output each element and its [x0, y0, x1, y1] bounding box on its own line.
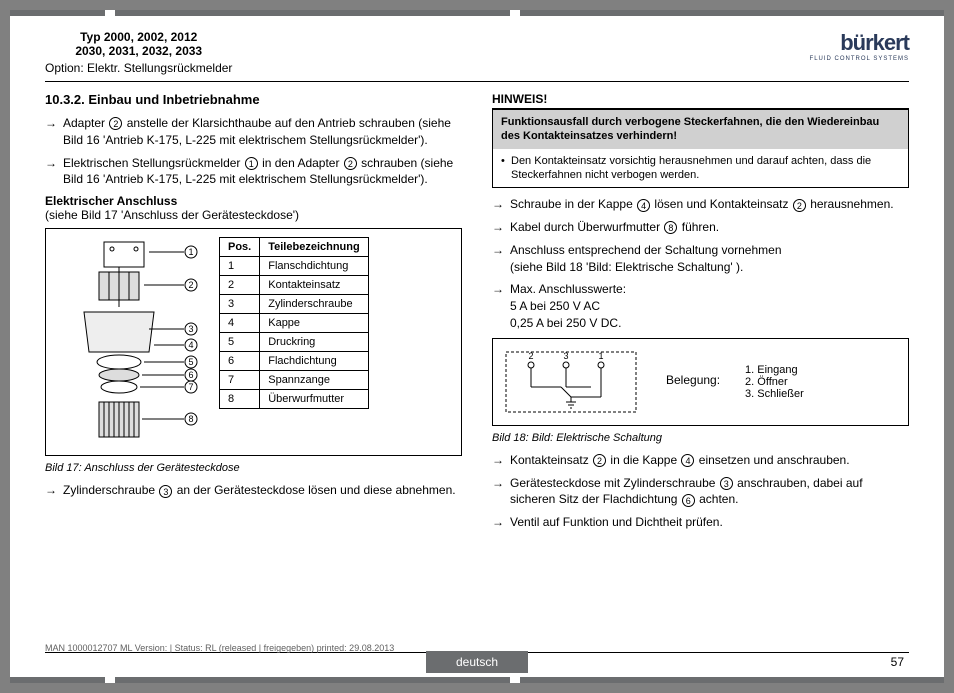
belegung-items: 1. Eingang 2. Öffner 3. Schließer — [745, 364, 804, 400]
item-text: Schraube in der Kappe 4 lösen und Kontak… — [510, 196, 909, 213]
arrow-icon: → — [492, 219, 504, 236]
bottom-edge-decoration — [10, 677, 944, 683]
arrow-icon: → — [492, 514, 504, 531]
item-text: Anschluss entsprechend der Schaltung vor… — [510, 242, 909, 276]
list-item: → Elektrischen Stellungsrückmelder 1 in … — [45, 155, 462, 189]
table-row: 4Kappe — [220, 314, 369, 333]
svg-text:2: 2 — [188, 280, 193, 290]
item-text: Elektrischen Stellungsrückmelder 1 in de… — [63, 155, 462, 189]
list-item: → Ventil auf Funktion und Dichtheit prüf… — [492, 514, 909, 531]
table-header: Pos. — [220, 238, 260, 257]
svg-text:2: 2 — [528, 351, 533, 361]
page: Typ 2000, 2002, 2012 2030, 2031, 2032, 2… — [10, 10, 944, 683]
subheading: Elektrischer Anschluss — [45, 194, 462, 208]
hinweis-box: Funktionsausfall durch verbogene Stecker… — [492, 109, 909, 188]
arrow-icon: → — [492, 452, 504, 469]
item-text: Adapter 2 anstelle der Klarsichthaube au… — [63, 115, 462, 149]
section-heading: 10.3.2. Einbau und Inbetriebnahme — [45, 92, 462, 107]
svg-text:6: 6 — [188, 370, 193, 380]
footer-bar: deutsch — [10, 651, 944, 673]
table-row: 3Zylinderschraube — [220, 295, 369, 314]
page-header: Typ 2000, 2002, 2012 2030, 2031, 2032, 2… — [45, 30, 909, 82]
item-text: Zylinderschraube 3 an der Gerätesteckdos… — [63, 482, 462, 499]
svg-text:5: 5 — [188, 357, 193, 367]
item-text: Kabel durch Überwurfmutter 8 führen. — [510, 219, 909, 236]
svg-text:3: 3 — [188, 324, 193, 334]
svg-text:3: 3 — [563, 351, 568, 361]
logo-text: bürkert — [810, 30, 909, 56]
svg-text:7: 7 — [188, 382, 193, 392]
svg-text:1: 1 — [598, 351, 603, 361]
arrow-icon: → — [45, 482, 57, 499]
item-text: Kontakteinsatz 2 in die Kappe 4 einsetze… — [510, 452, 909, 469]
item-text: Gerätesteckdose mit Zylinderschraube 3 a… — [510, 475, 909, 509]
arrow-icon: → — [492, 281, 504, 331]
language-badge: deutsch — [426, 651, 528, 673]
list-item: → Kontakteinsatz 2 in die Kappe 4 einset… — [492, 452, 909, 469]
arrow-icon: → — [45, 155, 57, 189]
header-subtitle: Option: Elektr. Stellungsrückmelder — [45, 61, 232, 75]
arrow-icon: → — [492, 242, 504, 276]
table-header: Teilebezeichnung — [260, 238, 368, 257]
arrow-icon: → — [492, 475, 504, 509]
belegung-legend: Belegung: — [666, 373, 720, 391]
table-row: 2Kontakteinsatz — [220, 276, 369, 295]
list-item: → Zylinderschraube 3 an der Gerätesteckd… — [45, 482, 462, 499]
arrow-icon: → — [45, 115, 57, 149]
figure-18-box: 2 3 1 — [492, 338, 909, 426]
subheading-note: (siehe Bild 17 'Anschluss der Gerätestec… — [45, 208, 462, 222]
svg-text:4: 4 — [188, 340, 193, 350]
header-title-line2: 2030, 2031, 2032, 2033 — [45, 44, 232, 58]
figure-17-box: 1 2 3 4 5 6 7 8 Pos.Teilebezeichnung 1Fl… — [45, 228, 462, 456]
table-row: 5Druckring — [220, 333, 369, 352]
list-item: → Max. Anschlusswerte:5 A bei 250 V AC0,… — [492, 281, 909, 331]
svg-text:1: 1 — [188, 247, 193, 257]
content-columns: 10.3.2. Einbau und Inbetriebnahme → Adap… — [45, 92, 909, 537]
parts-table: Pos.Teilebezeichnung 1Flanschdichtung 2K… — [219, 237, 369, 409]
list-item: → Gerätesteckdose mit Zylinderschraube 3… — [492, 475, 909, 509]
figure-caption: Bild 18: Bild: Elektrische Schaltung — [492, 432, 909, 444]
page-number: 57 — [891, 655, 904, 669]
hinweis-warning: Funktionsausfall durch verbogene Stecker… — [493, 110, 908, 149]
table-row: 7Spannzange — [220, 371, 369, 390]
svg-text:8: 8 — [188, 414, 193, 424]
exploded-diagram: 1 2 3 4 5 6 7 8 — [54, 237, 204, 447]
belegung-title: Belegung: — [666, 373, 720, 387]
table-row: 1Flanschdichtung — [220, 257, 369, 276]
hinweis-heading: HINWEIS! — [492, 92, 909, 109]
item-text: Ventil auf Funktion und Dichtheit prüfen… — [510, 514, 909, 531]
list-item: → Anschluss entsprechend der Schaltung v… — [492, 242, 909, 276]
logo: bürkert FLUID CONTROL SYSTEMS — [810, 30, 909, 62]
logo-subtext: FLUID CONTROL SYSTEMS — [810, 56, 909, 62]
arrow-icon: → — [492, 196, 504, 213]
list-item: → Schraube in der Kappe 4 lösen und Kont… — [492, 196, 909, 213]
list-item: → Adapter 2 anstelle der Klarsichthaube … — [45, 115, 462, 149]
figure-caption: Bild 17: Anschluss der Gerätesteckdose — [45, 462, 462, 474]
header-title-line1: Typ 2000, 2002, 2012 — [45, 30, 232, 44]
item-text: Max. Anschlusswerte:5 A bei 250 V AC0,25… — [510, 281, 909, 331]
left-column: 10.3.2. Einbau und Inbetriebnahme → Adap… — [45, 92, 462, 537]
top-edge-decoration — [10, 10, 944, 16]
circuit-diagram: 2 3 1 — [501, 347, 641, 417]
right-column: HINWEIS! Funktionsausfall durch verbogen… — [492, 92, 909, 537]
hinweis-note: Den Kontakteinsatz vorsichtig herausnehm… — [493, 149, 908, 188]
header-left: Typ 2000, 2002, 2012 2030, 2031, 2032, 2… — [45, 30, 232, 75]
table-row: 6Flachdichtung — [220, 352, 369, 371]
list-item: → Kabel durch Überwurfmutter 8 führen. — [492, 219, 909, 236]
table-row: 8Überwurfmutter — [220, 390, 369, 409]
